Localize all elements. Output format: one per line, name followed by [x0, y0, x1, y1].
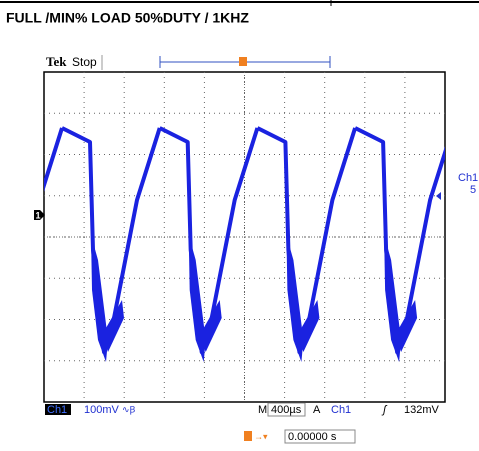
- trace-noise: [286, 235, 304, 362]
- status: Stop: [72, 55, 97, 69]
- trace-noise: [395, 300, 418, 352]
- side-label: Ch1: [458, 172, 478, 184]
- trace-noise: [102, 300, 124, 352]
- trace-noise: [384, 235, 402, 362]
- trace-noise: [188, 235, 206, 362]
- title: FULL /MIN% LOAD 50%DUTY / 1KHZ: [6, 10, 249, 26]
- status-channel-bg: [45, 404, 71, 415]
- trace-noise: [4, 300, 26, 352]
- status-scale: 100mV: [84, 404, 120, 416]
- trace-noise: [0, 235, 10, 362]
- timebase: 400µs: [271, 404, 302, 416]
- trigger-label: A: [313, 404, 321, 416]
- brand: Tek: [46, 54, 67, 69]
- slope-icon: ʃ: [381, 404, 388, 416]
- trigger-time-box: [284, 429, 356, 444]
- waveform: [0, 126, 445, 362]
- timebase-label: M: [258, 404, 267, 416]
- trigger-time: 0.00000 s: [288, 431, 337, 443]
- trigger-channel: Ch1: [331, 404, 351, 416]
- trace-noise: [297, 300, 320, 352]
- coupling-icon: ∿Ꞵ: [122, 404, 136, 415]
- trigger-time-icon: [244, 431, 252, 441]
- channel-marker: 1: [35, 210, 40, 220]
- side-label: 5: [470, 184, 476, 196]
- trigger-pos-icon: [239, 57, 247, 66]
- trigger-level: 132mV: [404, 404, 440, 416]
- trace-noise: [199, 300, 222, 352]
- status-channel: Ch1: [47, 404, 67, 416]
- timebase-box: [267, 402, 306, 417]
- trigger-time-arrow: →▾: [254, 431, 268, 441]
- level-marker: [436, 192, 441, 200]
- trace-noise: [91, 235, 108, 362]
- channel-marker-bg: [34, 210, 45, 220]
